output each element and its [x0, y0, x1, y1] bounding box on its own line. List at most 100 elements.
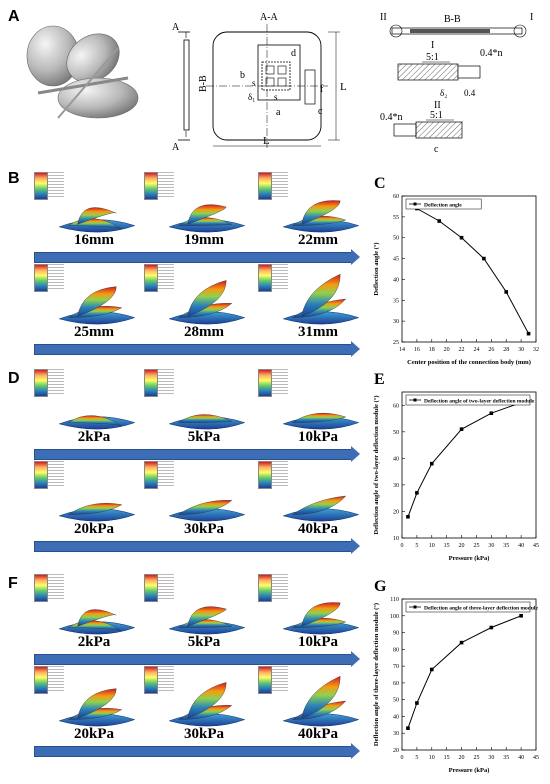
position-label: 16mm — [74, 232, 114, 248]
legend-box — [405, 394, 531, 406]
dim-04: 0.4 — [464, 88, 476, 98]
simulation-render — [168, 280, 246, 325]
x-tick-label: 18 — [429, 347, 435, 353]
x-tick-label: 35 — [503, 755, 509, 761]
legend-box — [405, 198, 482, 210]
position-label: 25mm — [74, 324, 114, 340]
contour-legend — [34, 172, 48, 200]
dim-f: f — [320, 84, 324, 95]
x-tick-label: 25 — [473, 543, 479, 549]
pressure-label: 20kPa — [73, 726, 114, 742]
series-line — [407, 615, 522, 729]
pressure-label: 5kPa — [187, 634, 221, 650]
x-tick-label: 10 — [429, 755, 435, 761]
legend-marker — [413, 398, 417, 402]
series-line — [407, 402, 522, 517]
y-tick-label: 70 — [393, 664, 399, 670]
plot-frame — [401, 598, 537, 751]
data-point — [489, 411, 494, 416]
y-tick-label: 90 — [393, 631, 399, 637]
x-tick-label: 45 — [533, 755, 539, 761]
legend-marker — [413, 605, 417, 609]
y-tick-label: 30 — [393, 483, 399, 489]
pressure-label: 2kPa — [77, 634, 111, 650]
simulation-render — [58, 415, 136, 430]
contour-legend — [258, 574, 272, 602]
x-tick-label: 14 — [399, 347, 405, 353]
y-tick-label: 60 — [393, 681, 399, 687]
y-tick-label: 25 — [393, 340, 399, 346]
pressure-label: 5kPa — [187, 429, 221, 445]
data-point — [482, 256, 486, 261]
y-tick-label: 35 — [393, 298, 399, 304]
simulation-render — [58, 286, 136, 325]
contour-legend — [34, 574, 48, 602]
contour-legend — [144, 574, 158, 602]
progression-arrow — [34, 651, 360, 667]
dim-delta2: δ₂ — [440, 88, 447, 98]
panel-letter-a: A — [8, 8, 20, 25]
progression-arrow — [34, 249, 360, 265]
contour-legend-values — [158, 461, 174, 487]
data-point — [415, 701, 419, 705]
data-point — [415, 491, 419, 495]
simulation-render — [58, 609, 136, 635]
x-axis-label: Pressure (kPa) — [449, 767, 490, 774]
simulation-render — [168, 414, 246, 430]
dim-04n-top: 0.4*n — [480, 48, 503, 59]
pressure-label: 10kPa — [297, 634, 338, 650]
x-tick-label: 25 — [473, 755, 479, 761]
contour-legend-values — [272, 172, 288, 198]
contour-legend-values — [48, 574, 64, 600]
dim-L-horizontal: L — [263, 135, 270, 147]
dim-s-small: s — [274, 92, 278, 102]
x-tick-label: 15 — [444, 543, 450, 549]
legend-label: Deflection angle — [424, 203, 462, 209]
mark-i-detail: I — [431, 40, 434, 51]
x-tick-label: 20 — [444, 347, 450, 353]
data-point — [429, 667, 434, 672]
label-section-bb: B-B — [444, 14, 461, 25]
progression-arrow — [34, 341, 360, 357]
data-point — [519, 613, 523, 618]
y-tick-label: 50 — [393, 236, 399, 242]
pressure-label: 40kPa — [297, 521, 338, 537]
label-section-aa: A-A — [260, 12, 279, 23]
dim-c-detail: c — [434, 144, 439, 154]
simulation-render — [168, 682, 246, 727]
x-tick-label: 16 — [414, 347, 420, 353]
data-point — [459, 427, 464, 431]
simulation-render — [282, 200, 360, 233]
chart-g: G 0 5 10 15 20 25 30 35 40 45 20 30 40 50 60 70 80 90 100 11… — [373, 578, 539, 774]
panel-letter-b: B — [8, 170, 20, 187]
contour-legend — [34, 369, 48, 397]
x-tick-label: 5 — [415, 543, 418, 549]
data-point — [504, 290, 509, 294]
progression-arrow — [34, 743, 360, 759]
simulation-render — [282, 273, 360, 325]
x-tick-label: 22 — [459, 347, 465, 353]
x-tick-label: 32 — [533, 347, 539, 353]
contour-legend — [258, 461, 272, 489]
series-line — [416, 208, 530, 334]
contour-legend — [144, 369, 158, 397]
y-axis-label: Deflection angle of three-layer deflecti… — [373, 603, 380, 746]
simulation-render — [168, 204, 246, 233]
x-tick-label: 15 — [444, 755, 450, 761]
scale-2: 5:1 — [430, 110, 443, 121]
contour-legend-values — [48, 666, 64, 692]
legend-marker — [413, 202, 417, 206]
y-tick-label: 20 — [393, 748, 399, 754]
y-tick-label: 60 — [393, 194, 399, 200]
dim-d: d — [291, 48, 296, 59]
scale-1: 5:1 — [426, 52, 439, 63]
data-point — [526, 331, 531, 336]
detail-drawings: II B-B I I 5:1 0.4*n δ₂ 0.4 II 5:1 0.4*n… — [380, 12, 533, 154]
x-tick-label: 28 — [503, 347, 509, 353]
x-axis-label: Center position of the connection body (… — [407, 359, 531, 366]
y-tick-label: 80 — [393, 647, 399, 653]
y-tick-label: 40 — [393, 277, 399, 283]
contour-legend-values — [48, 369, 64, 395]
contour-legend — [144, 461, 158, 489]
simulation-render — [58, 688, 136, 727]
